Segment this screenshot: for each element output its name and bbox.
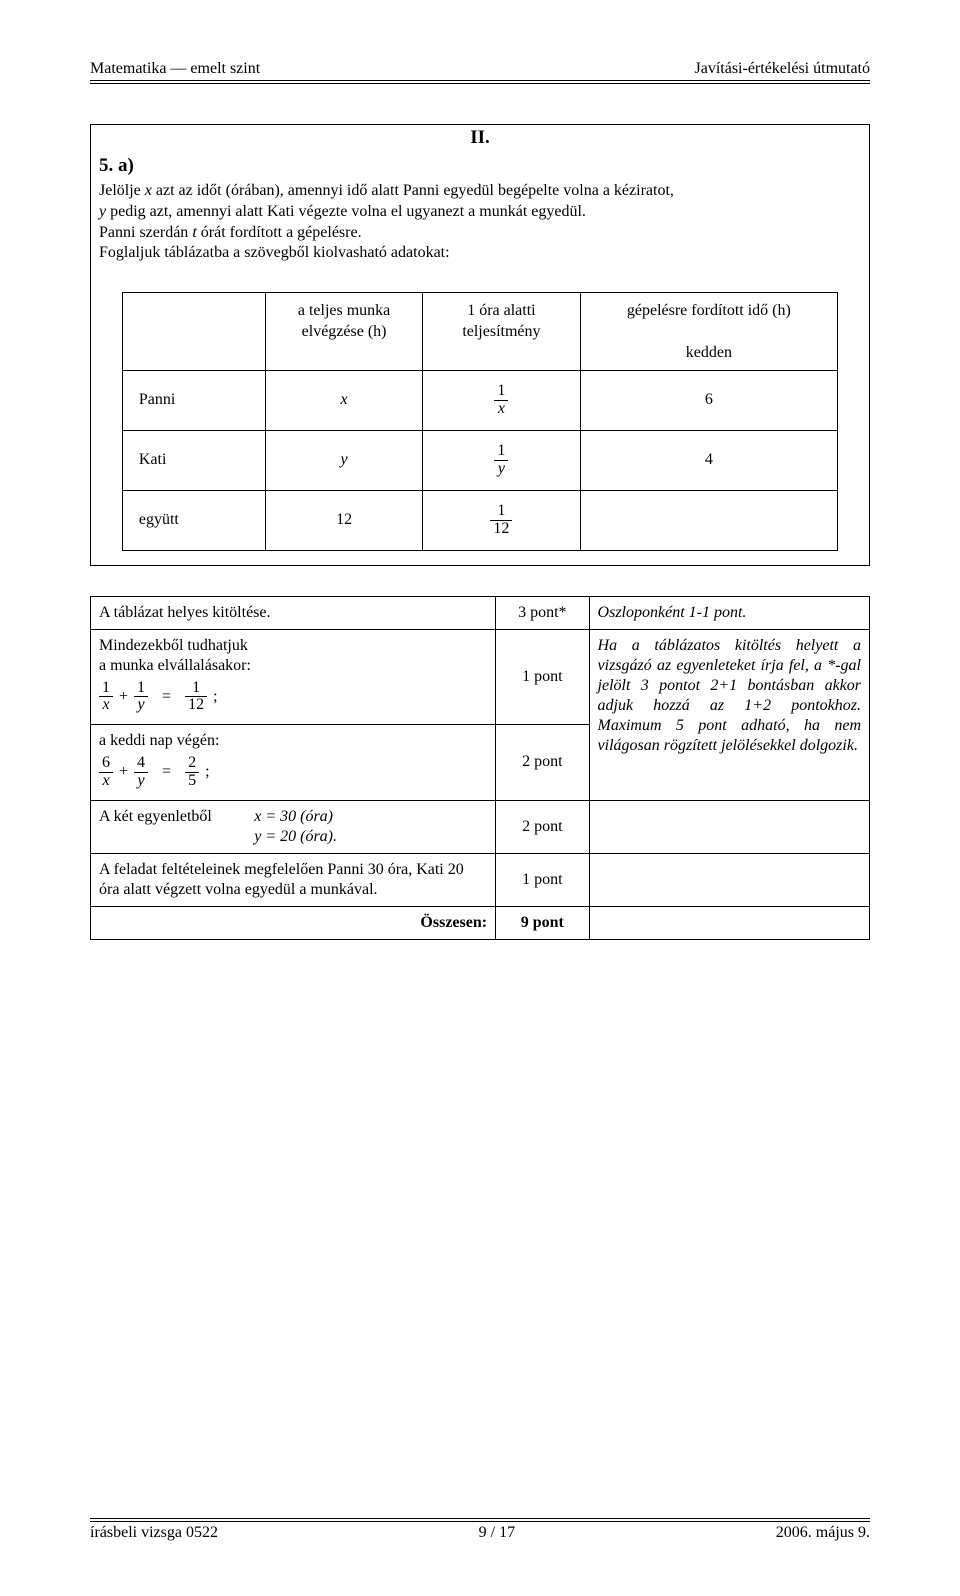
equation-1: 1x + 1y = 112 ;	[99, 680, 487, 715]
th-c2: kedden	[686, 344, 732, 361]
cell-c: 6	[580, 370, 838, 430]
intro-3a: Panni szerdán	[99, 224, 192, 241]
score-row: Mindezekből tudhatjuk a munka elvállalás…	[91, 629, 870, 725]
table-header-row: a teljes munka elvégzése (h) 1 óra alatt…	[122, 293, 837, 370]
content-area: II. 5. a) Jelölje x azt az időt (órában)…	[90, 124, 870, 940]
table-row: Kati y 1y 4	[122, 430, 837, 490]
score-row: A feladat feltételeinek megfelelően Pann…	[91, 853, 870, 906]
problem-label: 5. a)	[99, 155, 861, 177]
th-a: a teljes munka elvégzése (h)	[265, 293, 422, 370]
row-label: együtt	[122, 490, 265, 550]
score-pts: 3 pont*	[496, 596, 589, 629]
header-right: Javítási-értékelési útmutató	[695, 60, 871, 78]
cell-a: x	[265, 370, 422, 430]
score-note: Oszloponként 1-1 pont.	[589, 596, 869, 629]
sum-pts: 9 pont	[496, 906, 589, 939]
score-pts: 2 pont	[496, 725, 589, 801]
equation-2: 6x + 4y = 25 ;	[99, 755, 487, 790]
intro-4: Foglaljuk táblázatba a szövegből kiolvas…	[99, 244, 450, 261]
cell-a: y	[265, 430, 422, 490]
cell-c: 4	[580, 430, 838, 490]
row-label: Kati	[122, 430, 265, 490]
th-empty	[122, 293, 265, 370]
problem-box: II. 5. a) Jelölje x azt az időt (órában)…	[90, 124, 870, 566]
score-row: A táblázat helyes kitöltése. 3 pont* Osz…	[91, 596, 870, 629]
score-desc: A két egyenletből x = 30 (óra) y = 20 (ó…	[91, 800, 496, 853]
var-x: x	[145, 182, 152, 199]
table-row: Panni x 1x 6	[122, 370, 837, 430]
section-title: II.	[99, 127, 861, 149]
row-label: Panni	[122, 370, 265, 430]
score-note-big: Ha a táblázatos kitöltés helyett a vizsg…	[589, 629, 869, 800]
score-sum-row: Összesen: 9 pont	[91, 906, 870, 939]
th-c: gépelésre fordított idő (h) kedden	[580, 293, 838, 370]
cell-a: 12	[265, 490, 422, 550]
page-footer: írásbeli vizsga 0522 9 / 17 2006. május …	[90, 1516, 870, 1542]
score-note	[589, 800, 869, 853]
th-c1: gépelésre fordított idő (h)	[627, 302, 791, 319]
score-desc: A feladat feltételeinek megfelelően Pann…	[91, 853, 496, 906]
score-pts: 1 pont	[496, 853, 589, 906]
header-left: Matematika — emelt szint	[90, 60, 260, 78]
page-header: Matematika — emelt szint Javítási-értéke…	[90, 60, 870, 78]
footer-left: írásbeli vizsga 0522	[90, 1524, 218, 1542]
score-pts: 2 pont	[496, 800, 589, 853]
scoring-table: A táblázat helyes kitöltése. 3 pont* Osz…	[90, 596, 870, 940]
intro-text: Jelölje x azt az időt (órában), amennyi …	[99, 181, 861, 264]
sum-note	[589, 906, 869, 939]
cell-b: 112	[423, 490, 580, 550]
intro-1a: Jelölje	[99, 182, 145, 199]
data-table: a teljes munka elvégzése (h) 1 óra alatt…	[122, 292, 838, 550]
header-rule	[90, 80, 870, 84]
cell-b: 1x	[423, 370, 580, 430]
score-row: A két egyenletből x = 30 (óra) y = 20 (ó…	[91, 800, 870, 853]
footer-rule	[90, 1518, 870, 1522]
intro-1b: azt az időt (órában), amennyi idő alatt …	[152, 182, 674, 199]
footer-center: 9 / 17	[479, 1524, 515, 1542]
intro-2b: pedig azt, amennyi alatt Kati végezte vo…	[106, 203, 586, 220]
cell-b: 1y	[423, 430, 580, 490]
score-desc: Mindezekből tudhatjuk a munka elvállalás…	[91, 629, 496, 725]
table-row: együtt 12 112	[122, 490, 837, 550]
footer-right: 2006. május 9.	[776, 1524, 870, 1542]
sum-label: Összesen:	[91, 906, 496, 939]
th-b: 1 óra alatti teljesítmény	[423, 293, 580, 370]
cell-c	[580, 490, 838, 550]
intro-3b: órát fordított a gépelésre.	[197, 224, 362, 241]
score-desc: a keddi nap végén: 6x + 4y = 25 ;	[91, 725, 496, 801]
score-pts: 1 pont	[496, 629, 589, 725]
score-note	[589, 853, 869, 906]
score-desc: A táblázat helyes kitöltése.	[91, 596, 496, 629]
